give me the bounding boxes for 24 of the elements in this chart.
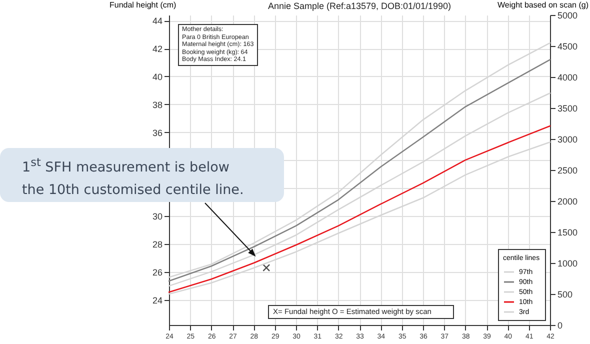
y-tick-label: 36 [152, 128, 162, 138]
y-tick-label: 40 [152, 72, 162, 82]
y-tick-label: 24 [152, 295, 162, 306]
y2-tick-label: 4500 [558, 42, 578, 52]
chart-title: Annie Sample (Ref:a13579, DOB:01/01/1990) [268, 1, 452, 11]
y2-axis-title: Weight based on scan (g) [497, 0, 589, 10]
y-tick-label: 30 [152, 212, 162, 222]
y2-tick-label: 4000 [558, 72, 578, 82]
y2-tick-label: 500 [558, 290, 573, 300]
callout-box: 1$^{st}$ SFH measurement is below the 10th customised centile line. [0, 148, 284, 202]
y2-tick-label: 0 [558, 320, 563, 330]
y-tick-label: 28 [152, 240, 162, 250]
y-tick-label: 42 [152, 44, 162, 54]
y-tick-label: 26 [152, 267, 162, 278]
y-tick-label: 44 [152, 16, 162, 26]
y2-tick-label: 2500 [558, 166, 578, 176]
y2-tick-label: 2000 [558, 196, 578, 206]
y2-tick-label: 1000 [558, 258, 578, 268]
y2-tick-label: 1500 [558, 228, 578, 238]
y2-tick-label: 3000 [558, 134, 578, 144]
y2-tick-label: 5000 [558, 10, 578, 20]
y2-tick-label: 3500 [558, 104, 578, 114]
y-axis-title: Fundal height (cm) [110, 0, 177, 10]
y-tick-label: 38 [152, 100, 162, 110]
